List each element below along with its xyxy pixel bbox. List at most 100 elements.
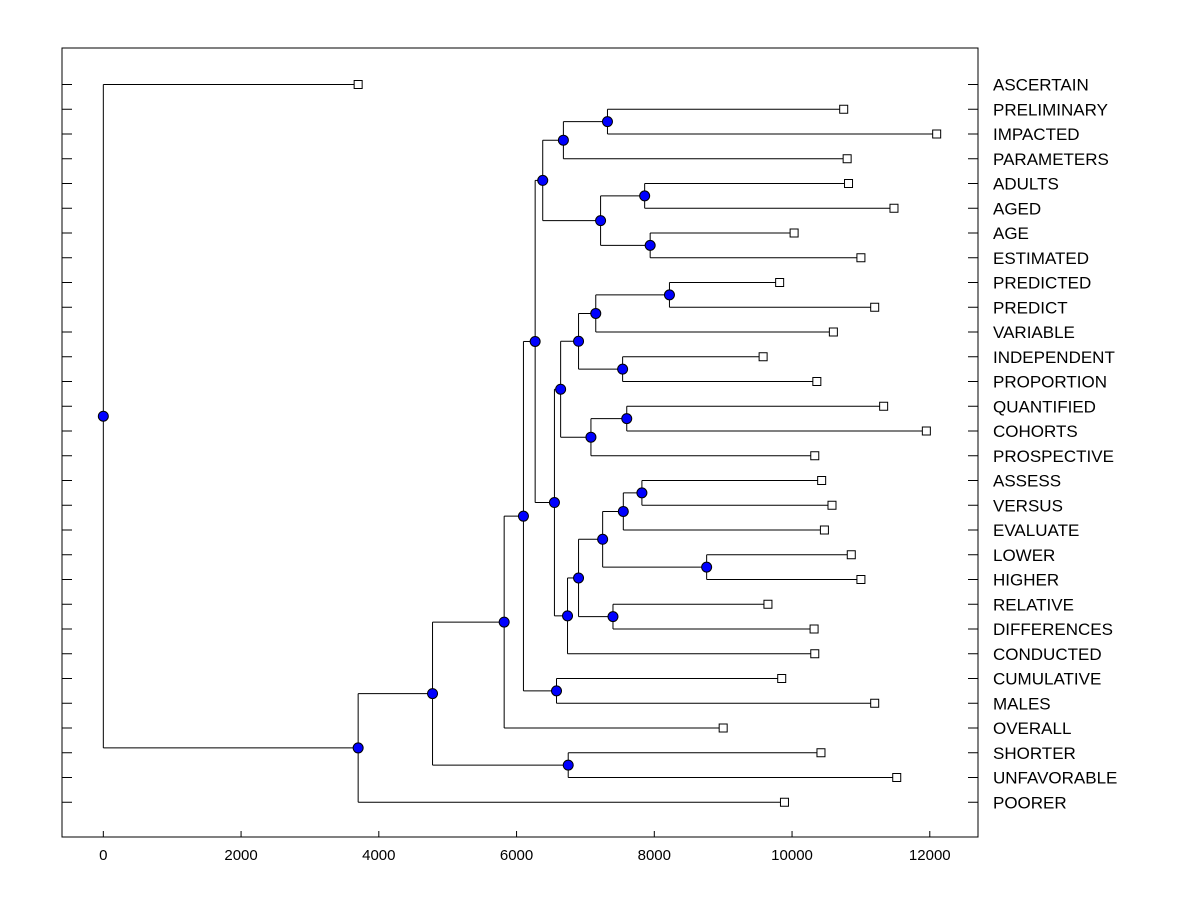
leaf-label: PARAMETERS (993, 150, 1109, 169)
merge-node (590, 307, 602, 319)
merge-node (636, 487, 648, 499)
leaf-label: VERSUS (993, 496, 1063, 515)
leaf-marker (827, 500, 837, 510)
leaf-marker (870, 698, 880, 708)
merge-node (427, 688, 439, 700)
merge-node (352, 742, 364, 754)
leaf-marker (812, 377, 822, 386)
leaf-marker (817, 476, 827, 485)
merge-node (644, 239, 656, 251)
leaf-label: MALES (993, 694, 1051, 713)
leaf-marker (892, 773, 902, 782)
merge-node (517, 510, 529, 522)
merge-node (663, 289, 675, 301)
merge-node (601, 116, 613, 128)
x-tick-label: 0 (99, 847, 107, 864)
leaf-marker (819, 525, 829, 535)
leaf-marker (856, 253, 866, 263)
leaf-label: CONDUCTED (993, 645, 1102, 664)
axis-ticks: 0 2000 4000 6000 8000 10000 12000 (62, 84, 978, 864)
leaf-marker (828, 327, 838, 337)
leaf-marker (846, 550, 856, 560)
leaf-marker (889, 203, 899, 213)
merge-node (573, 572, 585, 584)
leaf-marker (810, 451, 820, 461)
leaf-marker (810, 649, 820, 659)
leaf-label: DIFFERENCES (993, 620, 1113, 639)
merge-node (562, 759, 574, 771)
leaf-markers (353, 80, 942, 807)
leaf-label: SHORTER (993, 744, 1076, 763)
leaf-labels: ASCERTAIN PRELIMINARY IMPACTED PARAMETERS AD… (993, 76, 1117, 813)
merge-node (621, 413, 633, 425)
leaf-marker (789, 228, 799, 238)
leaf-label: INDEPENDENT (993, 348, 1115, 367)
leaf-marker (758, 352, 768, 362)
leaf-marker (921, 426, 931, 436)
leaf-label: HIGHER (993, 571, 1059, 590)
leaf-label: PROPORTION (993, 373, 1107, 392)
leaf-label: ADULTS (993, 175, 1059, 194)
leaf-label: ESTIMATED (993, 249, 1089, 268)
leaf-label: ASSESS (993, 472, 1061, 491)
leaf-marker (763, 599, 773, 609)
merge-node (555, 383, 567, 395)
merge-node (617, 505, 629, 517)
leaf-marker (718, 723, 728, 733)
leaf-marker (870, 302, 880, 312)
merge-node (529, 335, 541, 347)
x-tick-label: 6000 (500, 847, 533, 864)
merge-node (97, 410, 109, 422)
leaf-marker (842, 154, 852, 164)
leaf-marker (932, 129, 942, 139)
leaf-label: COHORTS (993, 422, 1078, 441)
merge-node (597, 533, 609, 545)
x-tick-label: 10000 (771, 847, 813, 864)
merge-node (607, 611, 619, 623)
leaf-label: PROSPECTIVE (993, 447, 1114, 466)
merge-node (639, 190, 651, 202)
leaf-marker (777, 674, 787, 683)
merge-node (557, 134, 569, 146)
leaf-marker (839, 104, 849, 114)
leaf-label: ASCERTAIN (993, 76, 1089, 95)
leaf-label: QUANTIFIED (993, 397, 1096, 416)
merge-node (498, 616, 510, 628)
leaf-label: POORER (993, 793, 1067, 812)
leaf-marker (844, 179, 854, 188)
leaf-label: CUMULATIVE (993, 670, 1101, 689)
x-tick-label: 2000 (224, 847, 257, 864)
leaf-label: IMPACTED (993, 125, 1080, 144)
x-tick-label: 8000 (638, 847, 671, 864)
merge-node (537, 174, 549, 186)
leaf-marker (809, 624, 819, 634)
merge-node (551, 685, 563, 697)
merge-node (595, 215, 607, 227)
leaf-label: LOWER (993, 546, 1055, 565)
dendrogram-links (102, 84, 937, 803)
x-tick-label: 4000 (362, 847, 395, 864)
merge-node (548, 497, 560, 509)
leaf-label: PREDICTED (993, 274, 1091, 293)
merge-node (585, 431, 597, 443)
merge-node (617, 363, 629, 375)
leaf-label: PRELIMINARY (993, 100, 1108, 119)
plot-frame (61, 47, 979, 838)
leaf-label: OVERALL (993, 719, 1071, 738)
merge-node (701, 561, 713, 573)
leaf-marker (779, 797, 789, 807)
leaf-marker (879, 401, 889, 411)
leaf-label: PREDICT (993, 298, 1068, 317)
leaf-label: AGE (993, 224, 1029, 243)
leaf-marker (816, 748, 826, 758)
leaf-label: AGED (993, 199, 1041, 218)
leaf-label: VARIABLE (993, 323, 1075, 342)
leaf-marker (775, 278, 785, 287)
leaf-marker (353, 80, 363, 89)
merge-node (562, 610, 574, 622)
merge-node (573, 335, 585, 347)
x-tick-label: 12000 (909, 847, 951, 864)
leaf-label: UNFAVORABLE (993, 769, 1117, 788)
leaf-marker (856, 575, 866, 584)
